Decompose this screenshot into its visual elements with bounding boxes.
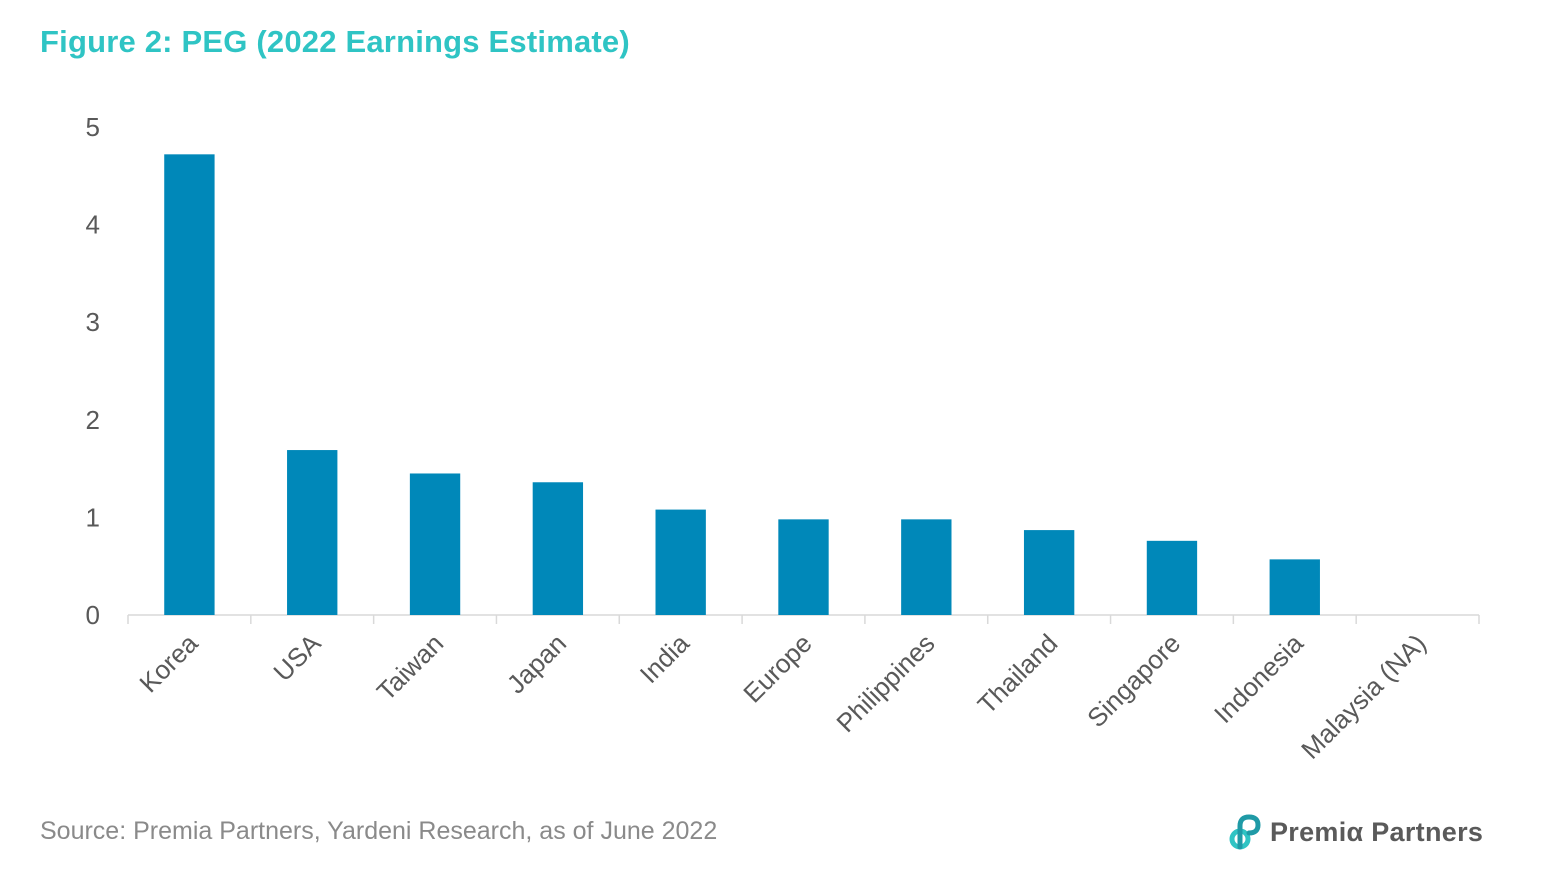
bar-india <box>655 509 706 615</box>
x-axis-tick-marks <box>127 615 1480 624</box>
x-tick-label: Korea <box>133 628 204 699</box>
bar-taiwan <box>409 473 461 615</box>
bar-chart: 0 1 2 3 4 5 Korea USA Taiwan Japan India Europe Phi… <box>86 112 1480 765</box>
bar-usa <box>287 450 338 615</box>
x-tick-label: Europe <box>737 628 817 708</box>
x-tick-label: Indonesia <box>1208 628 1309 729</box>
y-tick-label: 0 <box>86 600 100 630</box>
y-axis: 0 1 2 3 4 5 <box>86 112 100 630</box>
x-tick-label: USA <box>267 628 326 687</box>
y-tick-label: 3 <box>86 307 100 337</box>
y-tick-label: 4 <box>86 210 100 240</box>
source-note: Source: Premia Partners, Yardeni Researc… <box>40 817 718 845</box>
premia-logo-icon <box>1229 814 1261 850</box>
x-tick-label: Thailand <box>972 628 1064 720</box>
bar-philippines <box>901 519 952 615</box>
x-tick-label: Japan <box>501 628 572 699</box>
x-axis: Korea USA Taiwan Japan India Europe Philippine… <box>133 628 1431 765</box>
x-tick-label: Singapore <box>1081 628 1186 733</box>
x-tick-label: India <box>634 628 695 689</box>
bar-europe <box>778 519 829 615</box>
y-tick-label: 5 <box>86 112 100 142</box>
bar-korea <box>164 154 215 615</box>
chart-title: Figure 2: PEG (2022 Earnings Estimate) <box>40 24 630 59</box>
x-tick-label: Taiwan <box>371 628 449 706</box>
y-tick-label: 1 <box>86 502 100 532</box>
bar-japan <box>532 482 584 615</box>
bar-thailand <box>1023 530 1075 615</box>
premia-partners-logo: Premiα Partners <box>1228 812 1483 852</box>
x-tick-label: Malaysia (NA) <box>1295 628 1432 765</box>
bar-indonesia <box>1269 559 1320 615</box>
y-tick-label: 2 <box>86 405 100 435</box>
bar-singapore <box>1146 540 1198 615</box>
bars <box>164 154 1320 615</box>
x-tick-label: Philippines <box>830 628 940 738</box>
logo-text: Premiα Partners <box>1270 816 1484 847</box>
